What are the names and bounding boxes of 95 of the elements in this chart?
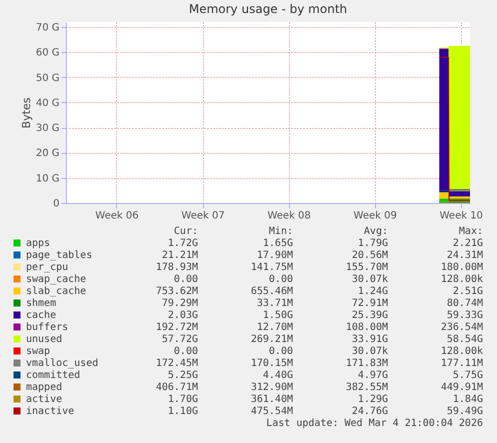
text: 361.40M xyxy=(250,394,293,405)
y-tick-label: 20 G xyxy=(36,148,60,160)
text: 59.33G xyxy=(446,310,483,321)
text: 58.54G xyxy=(446,334,483,345)
text: 108.00M xyxy=(346,322,388,333)
text: 1.24G xyxy=(358,286,388,297)
text: 20.56M xyxy=(352,250,388,261)
text: 382.55M xyxy=(346,382,388,393)
text: 33.91G xyxy=(352,334,388,345)
text: 178.93M xyxy=(156,262,198,273)
text: Min: xyxy=(268,226,293,237)
text: 1.70G xyxy=(168,394,198,405)
text: 192.72M xyxy=(156,322,198,333)
legend-label: inactive xyxy=(26,406,74,417)
text: 0.00 xyxy=(268,346,293,357)
text: Avg: xyxy=(364,226,388,237)
text: 30.07k xyxy=(352,274,388,285)
text: 0.00 xyxy=(268,274,293,285)
text: 655.46M xyxy=(250,286,293,297)
legend-label: buffers xyxy=(26,322,68,333)
text: 753.62M xyxy=(156,286,198,297)
x-tick-label: Week 06 xyxy=(95,210,139,222)
text: 4.97G xyxy=(358,370,388,381)
text: 180.00M xyxy=(440,262,483,273)
text: 12.70M xyxy=(256,322,293,333)
text: 59.49G xyxy=(446,406,483,417)
text: 30.07k xyxy=(352,346,388,357)
legend-label: page_tables xyxy=(26,250,92,261)
text: 17.90M xyxy=(256,250,293,261)
text: 1.84G xyxy=(452,394,483,405)
chart-title: Memory usage - by month xyxy=(188,2,348,16)
text: 236.54M xyxy=(440,322,483,333)
legend-label: unused xyxy=(26,334,62,345)
legend-label: per_cpu xyxy=(26,262,68,273)
legend-label: swap_cache xyxy=(26,274,86,285)
text: 2.51G xyxy=(452,286,483,297)
text: 1.50G xyxy=(262,310,293,321)
text: 269.21M xyxy=(250,334,293,345)
text: 2.21G xyxy=(452,238,483,249)
text: 80.74M xyxy=(446,298,483,309)
legend-label: cache xyxy=(26,310,56,321)
text: 0.00 xyxy=(174,274,198,285)
text: 1.72G xyxy=(168,238,198,249)
text: 2.03G xyxy=(168,310,198,321)
text: 24.76G xyxy=(352,406,388,417)
y-tick-label: 40 G xyxy=(36,98,60,109)
legend-label: apps xyxy=(26,238,50,249)
y-tick-label: 10 G xyxy=(36,173,60,184)
x-tick-label: Week 07 xyxy=(181,210,225,222)
text: Cur: xyxy=(174,226,198,237)
legend-label: vmalloc_used xyxy=(26,358,98,369)
y-tick-label: 30 G xyxy=(36,123,60,134)
x-tick-label: Week 10 xyxy=(440,210,483,222)
text: 57.72G xyxy=(162,334,198,345)
text: 5.75G xyxy=(452,370,483,381)
text: 1.65G xyxy=(262,238,293,249)
y-tick-label: 70 G xyxy=(36,22,60,34)
text: Last update: Wed Mar 4 21:00:04 2026 xyxy=(266,418,483,429)
y-axis-title: Bytes xyxy=(20,97,33,128)
text: 406.71M xyxy=(156,382,198,393)
text: 475.54M xyxy=(250,406,293,417)
text: 312.90M xyxy=(250,382,293,393)
text: 4.40G xyxy=(262,370,293,381)
text: 1.29G xyxy=(358,394,388,405)
text: 172.45M xyxy=(156,358,198,369)
y-tick-label: 50 G xyxy=(36,72,60,84)
text: 170.15M xyxy=(250,358,293,369)
text: 25.39G xyxy=(352,310,388,321)
legend-label: slab_cache xyxy=(26,286,86,297)
text: 1.10G xyxy=(168,406,198,417)
legend-label: swap xyxy=(26,346,50,357)
x-tick-label: Week 08 xyxy=(267,210,311,222)
text: 128.00k xyxy=(440,346,483,357)
legend-label: shmem xyxy=(26,298,56,309)
legend-label: committed xyxy=(26,370,80,381)
text: 5.25G xyxy=(168,370,198,381)
y-tick-label: 60 G xyxy=(36,48,60,59)
text: 155.70M xyxy=(346,262,388,273)
text: 177.11M xyxy=(440,358,483,369)
text: 128.00k xyxy=(440,274,483,285)
text: 171.83M xyxy=(346,358,388,369)
text: 79.29M xyxy=(162,298,198,309)
text: 72.91M xyxy=(352,298,388,309)
text: 33.71M xyxy=(256,298,293,309)
text: Max: xyxy=(458,226,483,237)
text: 24.31M xyxy=(446,250,483,261)
x-tick-label: Week 09 xyxy=(354,210,397,222)
legend-label: active xyxy=(26,394,62,405)
text: 141.75M xyxy=(250,262,293,273)
legend-label: mapped xyxy=(26,382,62,393)
text: 1.79G xyxy=(358,238,388,249)
text: 21.21M xyxy=(162,250,198,261)
text: 449.91M xyxy=(440,382,483,393)
y-tick-label: 0 xyxy=(53,198,60,210)
text: 0.00 xyxy=(174,346,198,357)
